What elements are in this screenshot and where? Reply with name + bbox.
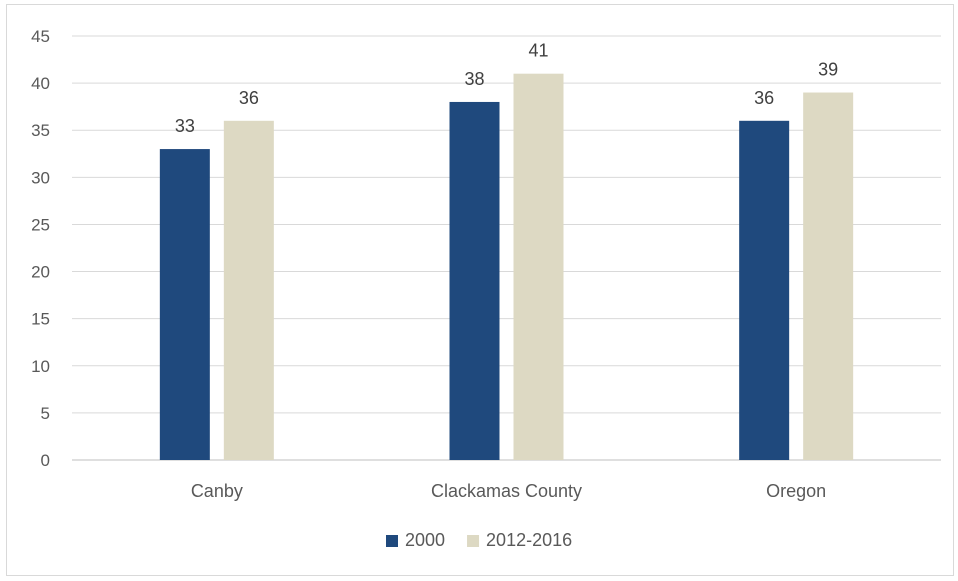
- y-tick-label: 25: [31, 215, 50, 234]
- y-tick-label: 45: [31, 27, 50, 46]
- legend-swatch: [386, 535, 398, 547]
- bar-2012-2016-oregon: [803, 92, 854, 461]
- data-label: 36: [754, 88, 774, 108]
- y-tick-label: 20: [31, 263, 50, 282]
- data-label: 38: [464, 69, 484, 89]
- legend: 2000 2012-2016: [386, 530, 572, 550]
- legend-label: 2000: [405, 530, 445, 550]
- category-label: Clackamas County: [431, 481, 582, 501]
- data-label: 39: [818, 60, 838, 80]
- category-label: Oregon: [766, 481, 826, 501]
- bar-2000-oregon: [739, 120, 790, 461]
- y-tick-label: 35: [31, 121, 50, 140]
- bar-2012-2016-canby: [223, 120, 274, 461]
- category-label: Canby: [191, 481, 243, 501]
- data-label: 33: [175, 116, 195, 136]
- legend-label: 2012-2016: [486, 530, 572, 550]
- gridlines: [72, 35, 941, 461]
- bar-2000-canby: [159, 149, 210, 461]
- y-tick-label: 10: [31, 357, 50, 376]
- data-label: 41: [528, 41, 548, 61]
- y-axis-tick-labels: 0 5 10 15 20 25 30 35 40 45: [31, 27, 50, 470]
- category-labels: Canby Clackamas County Oregon: [191, 481, 826, 501]
- y-tick-label: 0: [41, 451, 50, 470]
- legend-swatch: [467, 535, 480, 547]
- y-tick-label: 40: [31, 74, 50, 93]
- bar-2000-clackamas-county: [449, 101, 500, 460]
- bar-2012-2016-clackamas-county: [513, 73, 564, 460]
- bars: [159, 73, 854, 461]
- y-tick-label: 15: [31, 310, 50, 329]
- data-label: 36: [239, 88, 259, 108]
- y-tick-label: 5: [41, 404, 50, 423]
- data-labels: 33 36 38 41 36 39: [175, 41, 838, 136]
- y-tick-label: 30: [31, 168, 50, 187]
